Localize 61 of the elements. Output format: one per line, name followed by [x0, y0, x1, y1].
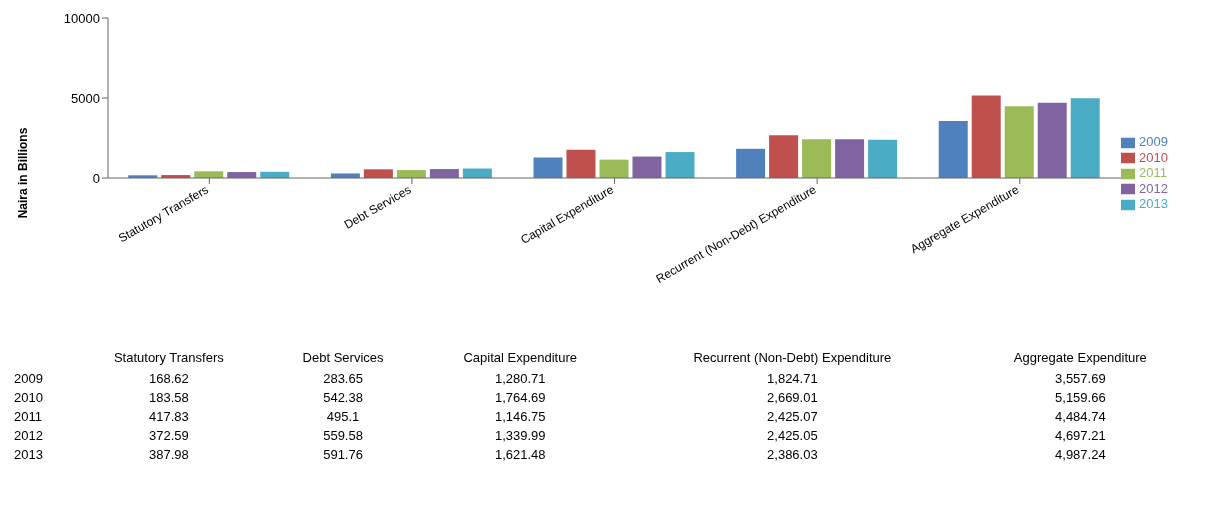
data-label: 5,159.66 — [1054, 389, 1107, 407]
data-label: 168.62 — [147, 370, 190, 388]
data-label: 417.83 — [147, 408, 190, 426]
category-label: Debt Services — [302, 350, 384, 365]
data-label: 183.58 — [147, 389, 190, 407]
text: 2011 — [14, 409, 42, 424]
data-label: 387.98 — [147, 446, 190, 464]
bar — [802, 139, 832, 178]
bar — [599, 159, 629, 178]
bar — [1037, 102, 1067, 178]
data-label: 3,557.69 — [1054, 370, 1107, 388]
legend-label: 2011 — [1139, 165, 1168, 181]
bar — [868, 139, 898, 178]
data-label: 1,764.69 — [493, 389, 547, 407]
data-label: 542.38 — [322, 389, 364, 407]
data-label: 1,339.99 — [493, 427, 547, 445]
data-label: 2,425.05 — [766, 427, 819, 445]
text: 2009 — [14, 371, 43, 386]
data-label: 1,280.71 — [493, 370, 547, 388]
bar — [769, 135, 799, 178]
data-label: 495.1 — [325, 408, 361, 426]
data-label: 4,987.24 — [1054, 446, 1107, 464]
bar — [1070, 98, 1100, 178]
bar — [533, 157, 563, 178]
text: 2010 — [14, 390, 43, 405]
legend-label: 2009 — [1139, 134, 1168, 150]
category-label: Aggregate Expenditure — [1013, 350, 1147, 365]
data-label: 4,484.74 — [1054, 408, 1107, 426]
y-axis-title: Naira in Billions — [16, 127, 30, 219]
data-label: 559.58 — [322, 427, 364, 445]
data-label: 4,697.21 — [1054, 427, 1107, 445]
category-label: Statutory Transfers — [113, 350, 224, 365]
bar — [971, 95, 1001, 178]
data-label: 1,146.75 — [493, 408, 547, 426]
text: 2013 — [14, 447, 43, 462]
y-tick-label: 5000 — [71, 90, 100, 106]
legend-label: 2013 — [1139, 196, 1168, 212]
data-label: 2,386.03 — [766, 446, 819, 464]
data-label: 2,669.01 — [766, 389, 819, 407]
category-label: Recurrent (Non-Debt) Expenditure — [693, 350, 892, 365]
data-label: 591.76 — [322, 446, 364, 464]
bar — [736, 148, 766, 178]
bar — [363, 169, 393, 178]
category-label: Capital Expenditure — [463, 350, 577, 365]
data-label: 1,621.48 — [493, 446, 547, 464]
y-tick-label: 10000 — [63, 10, 100, 26]
bar — [835, 139, 865, 178]
data-label: 372.59 — [147, 427, 190, 445]
bar — [566, 149, 596, 178]
text: 2012 — [14, 428, 43, 443]
data-label: 1,824.71 — [766, 370, 819, 388]
data-label: 283.65 — [322, 370, 364, 388]
data-label: 2,425.07 — [766, 408, 819, 426]
bar — [632, 156, 662, 178]
bar — [194, 171, 224, 178]
legend-label: 2010 — [1139, 149, 1168, 165]
legend-label: 2012 — [1139, 180, 1168, 196]
bar — [1004, 106, 1034, 178]
bar — [938, 121, 968, 178]
y-tick-label: 0 — [92, 170, 100, 186]
bar — [665, 152, 695, 178]
